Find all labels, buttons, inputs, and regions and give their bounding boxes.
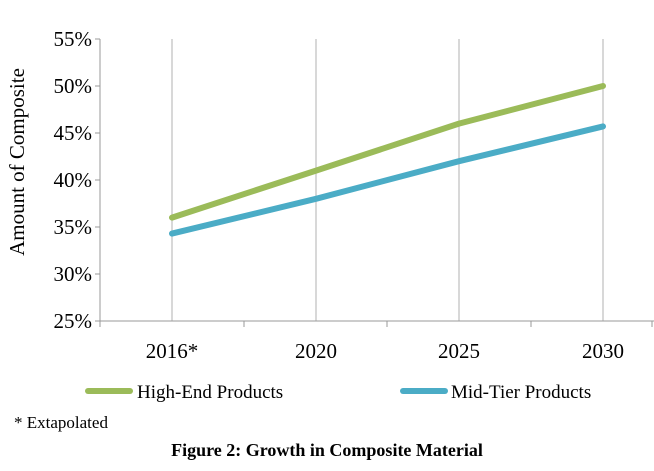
footnote: * Extapolated [14, 413, 108, 432]
y-tick-label-6: 55% [54, 27, 93, 51]
x-axis-ticks: 2016* 2020 2025 2030 [99, 321, 653, 363]
x-tick-label-3: 2030 [582, 339, 624, 363]
series-lines [169, 83, 606, 237]
legend-label-0: High-End Products [137, 382, 283, 403]
y-axis-ticks: 25% 30% 35% 40% 45% 50% 55% [54, 27, 100, 333]
y-tick-label-4: 45% [54, 121, 93, 145]
y-tick-label-1: 30% [54, 262, 93, 286]
y-tick-label-2: 35% [54, 215, 93, 239]
series-line-0 [169, 83, 606, 221]
legend: High-End Products Mid-Tier Products [85, 382, 591, 403]
figure-caption: Figure 2: Growth in Composite Material [171, 440, 483, 460]
x-tick-label-1: 2020 [295, 339, 337, 363]
legend-label-1: Mid-Tier Products [451, 382, 591, 403]
x-tick-label-0: 2016* [146, 339, 199, 363]
line-chart: 25%30%35%40%45%50%55% 2016* 2020 2025 2030 … [5, 27, 654, 403]
y-tick-label-5: 50% [54, 74, 93, 98]
y-tick-label-3: 40% [54, 168, 93, 192]
x-tick-label-2: 2025 [438, 339, 480, 363]
y-tick-label-0: 25% [54, 309, 93, 333]
series-line-1 [169, 123, 606, 237]
y-axis-label: Amount of Composite [5, 68, 29, 256]
